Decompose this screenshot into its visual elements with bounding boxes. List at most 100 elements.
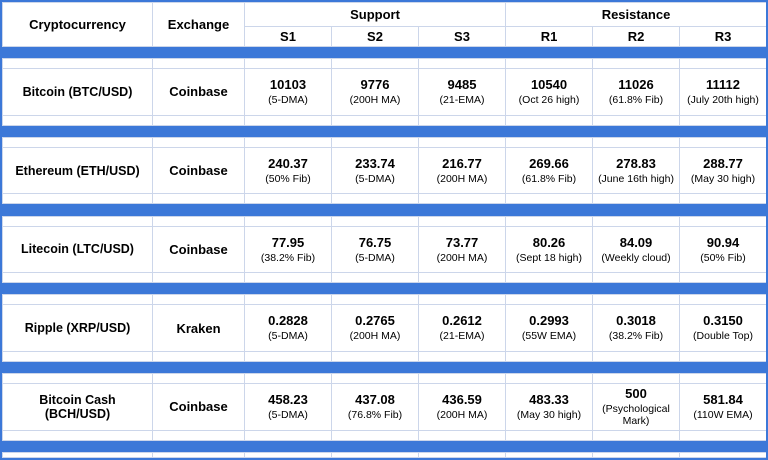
level-cell-r2: 278.83 (June 16th high): [592, 146, 681, 195]
level-value: 278.83: [616, 155, 656, 171]
level-value: 0.2612: [442, 313, 482, 329]
crypto-name: Ethereum (ETH/USD): [2, 146, 153, 195]
level-value: 458.23: [268, 392, 308, 408]
exchange-name: Coinbase: [152, 146, 245, 195]
level-label: (May 30 high): [516, 409, 582, 421]
level-value: 233.74: [355, 155, 395, 171]
level-label: (76.8% Fib): [347, 409, 403, 421]
level-cell-r3: 90.94 (50% Fib): [679, 225, 766, 274]
level-label: (5-DMA): [268, 94, 308, 107]
level-value: 500: [625, 385, 647, 401]
level-label: (38.2% Fib): [608, 330, 664, 343]
level-cell-s1: 0.2828 (5-DMA): [244, 304, 332, 352]
header-r1: R1: [505, 26, 594, 47]
level-cell-s2: 233.74 (5-DMA): [331, 146, 419, 195]
level-label: (May 30 high): [690, 172, 756, 185]
level-value: 0.2828: [268, 313, 308, 329]
level-label: (July 20th high): [687, 94, 759, 107]
table-row-ripple: Ripple (XRP/USD) Kraken 0.2828 (5-DMA) 0.…: [2, 304, 766, 352]
level-label: (110W EMA): [693, 409, 753, 421]
header-row-main: Cryptocurrency Exchange Support Resistan…: [2, 2, 766, 47]
header-r3: R3: [679, 26, 766, 47]
level-cell-s1: 458.23 (5-DMA): [244, 383, 332, 431]
level-label: (Sept 18 high): [516, 251, 582, 264]
spacer-row: [2, 58, 766, 70]
exchange-name: Coinbase: [152, 383, 245, 431]
exchange-name: Coinbase: [152, 225, 245, 274]
header-s3: S3: [417, 26, 507, 47]
level-cell-r2: 0.3018 (38.2% Fib): [592, 304, 681, 352]
spacer-row: [2, 215, 766, 227]
level-label: (21-EMA): [439, 330, 485, 343]
level-label: (Oct 26 high): [518, 94, 580, 107]
level-value: 11112: [706, 77, 741, 93]
level-value: 269.66: [529, 155, 569, 171]
level-value: 0.2765: [355, 313, 395, 329]
exchange-name: Coinbase: [152, 68, 245, 116]
level-cell-s1: 77.95 (38.2% Fib): [244, 225, 332, 274]
level-cell-s3: 436.59 (200H MA): [417, 383, 507, 431]
level-value: 11026: [618, 77, 654, 93]
spacer-row: [2, 272, 766, 284]
header-row-sub: S1 S2 S3 R1 R2 R3: [3, 26, 766, 47]
level-label: (200H MA): [436, 409, 488, 421]
spacer-row: [2, 429, 766, 441]
divider-band: [2, 203, 766, 217]
header-cryptocurrency: Cryptocurrency: [2, 2, 153, 47]
level-value: 581.84: [703, 392, 743, 408]
level-cell-r2: 84.09 (Weekly cloud): [592, 225, 681, 274]
crypto-name: Bitcoin Cash (BCH/USD): [2, 383, 153, 431]
level-cell-r1: 10540 (Oct 26 high): [505, 68, 594, 116]
level-value: 9485: [447, 77, 477, 93]
level-cell-s3: 0.2612 (21-EMA): [417, 304, 507, 352]
spacer-row: [2, 373, 766, 385]
level-label: (21-EMA): [439, 94, 485, 107]
level-cell-s3: 73.77 (200H MA): [417, 225, 507, 274]
level-cell-s3: 216.77 (200H MA): [417, 146, 507, 195]
level-label: (200H MA): [436, 251, 488, 264]
spacer-row: [2, 294, 766, 306]
level-cell-s2: 437.08 (76.8% Fib): [331, 383, 419, 431]
level-value: 73.77: [445, 234, 479, 250]
level-value: 9776: [360, 77, 390, 93]
level-value: 240.37: [268, 155, 308, 171]
table-row-litecoin: Litecoin (LTC/USD) Coinbase 77.95 (38.2% …: [2, 225, 766, 274]
level-cell-r3: 288.77 (May 30 high): [679, 146, 766, 195]
level-label: (5-DMA): [355, 251, 395, 264]
level-cell-r1: 0.2993 (55W EMA): [505, 304, 594, 352]
level-value: 0.2993: [529, 313, 569, 329]
header-s1: S1: [244, 26, 332, 47]
level-value: 10103: [269, 77, 307, 93]
level-label: (Weekly cloud): [601, 251, 671, 264]
table-row-ethereum: Ethereum (ETH/USD) Coinbase 240.37 (50% F…: [2, 146, 766, 195]
level-cell-s3: 9485 (21-EMA): [417, 68, 507, 116]
level-value: 288.77: [703, 155, 743, 171]
level-cell-r1: 483.33 (May 30 high): [505, 383, 594, 431]
spacer-row: [2, 350, 766, 362]
divider-band: [2, 360, 766, 375]
level-value: 76.75: [358, 234, 392, 250]
crypto-name: Bitcoin (BTC/USD): [2, 68, 153, 116]
level-label: (50% Fib): [265, 172, 311, 185]
level-label: (5-DMA): [268, 330, 308, 343]
level-label: (200H MA): [436, 172, 488, 185]
level-label: (June 16th high): [598, 172, 674, 185]
table-row-bitcoin-cash: Bitcoin Cash (BCH/USD) Coinbase 458.23 (5…: [2, 383, 766, 431]
level-value: 436.59: [442, 392, 482, 408]
spacer-row: [2, 114, 766, 126]
header-resistance: Resistance: [505, 2, 766, 27]
crypto-name: Litecoin (LTC/USD): [2, 225, 153, 274]
level-value: 216.77: [442, 155, 482, 171]
spacer-row: [2, 193, 766, 205]
level-label: (50% Fib): [700, 251, 746, 264]
header-s2: S2: [331, 26, 419, 47]
level-label: (5-DMA): [268, 409, 308, 421]
level-value: 84.09: [619, 234, 653, 250]
level-cell-r3: 11112 (July 20th high): [679, 68, 766, 116]
level-value: 0.3018: [616, 313, 656, 329]
divider-band: [2, 45, 766, 60]
level-cell-r3: 0.3150 (Double Top): [679, 304, 766, 352]
divider-band: [2, 439, 766, 453]
